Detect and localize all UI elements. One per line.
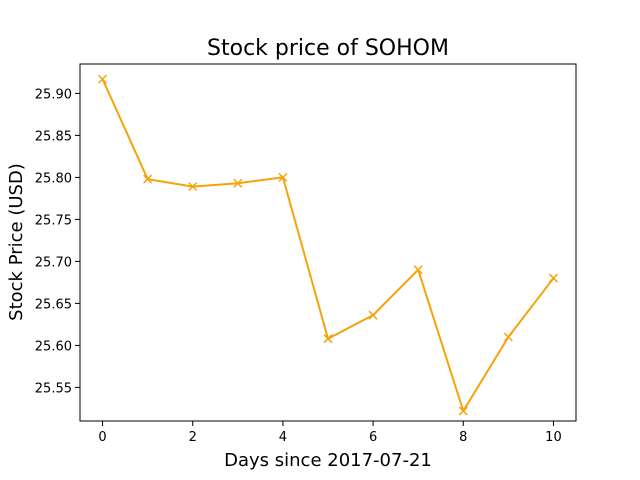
x-tick-label: 8 xyxy=(459,430,467,445)
y-tick-label: 25.55 xyxy=(35,381,72,396)
y-tick-label: 25.90 xyxy=(35,87,72,102)
chart-title: Stock price of SOHOM xyxy=(207,36,449,61)
y-tick-label: 25.60 xyxy=(35,339,72,354)
y-tick-label: 25.85 xyxy=(35,129,72,144)
data-point-marker xyxy=(504,333,512,341)
x-tick-label: 4 xyxy=(279,430,287,445)
y-tick-label: 25.70 xyxy=(35,255,72,270)
x-axis: 0 2 4 6 8 10 xyxy=(98,421,561,445)
x-axis-label: Days since 2017-07-21 xyxy=(224,450,432,471)
x-tick-label: 2 xyxy=(189,430,197,445)
plot-frame xyxy=(80,64,576,421)
y-axis: 25.55 25.60 25.65 25.70 25.75 25.80 25.85 25.90 xyxy=(35,87,80,396)
data-point-marker xyxy=(549,274,557,282)
series-layer xyxy=(99,75,558,415)
y-tick-label: 25.75 xyxy=(35,213,72,228)
y-tick-label: 25.80 xyxy=(35,171,72,186)
x-tick-label: 6 xyxy=(369,430,377,445)
y-axis-label: Stock Price (USD) xyxy=(6,163,27,321)
x-tick-label: 0 xyxy=(98,430,106,445)
y-tick-label: 25.65 xyxy=(35,297,72,312)
data-point-marker xyxy=(369,311,377,319)
data-point-marker xyxy=(99,75,107,83)
x-tick-label: 10 xyxy=(545,430,562,445)
series-line xyxy=(103,79,554,411)
